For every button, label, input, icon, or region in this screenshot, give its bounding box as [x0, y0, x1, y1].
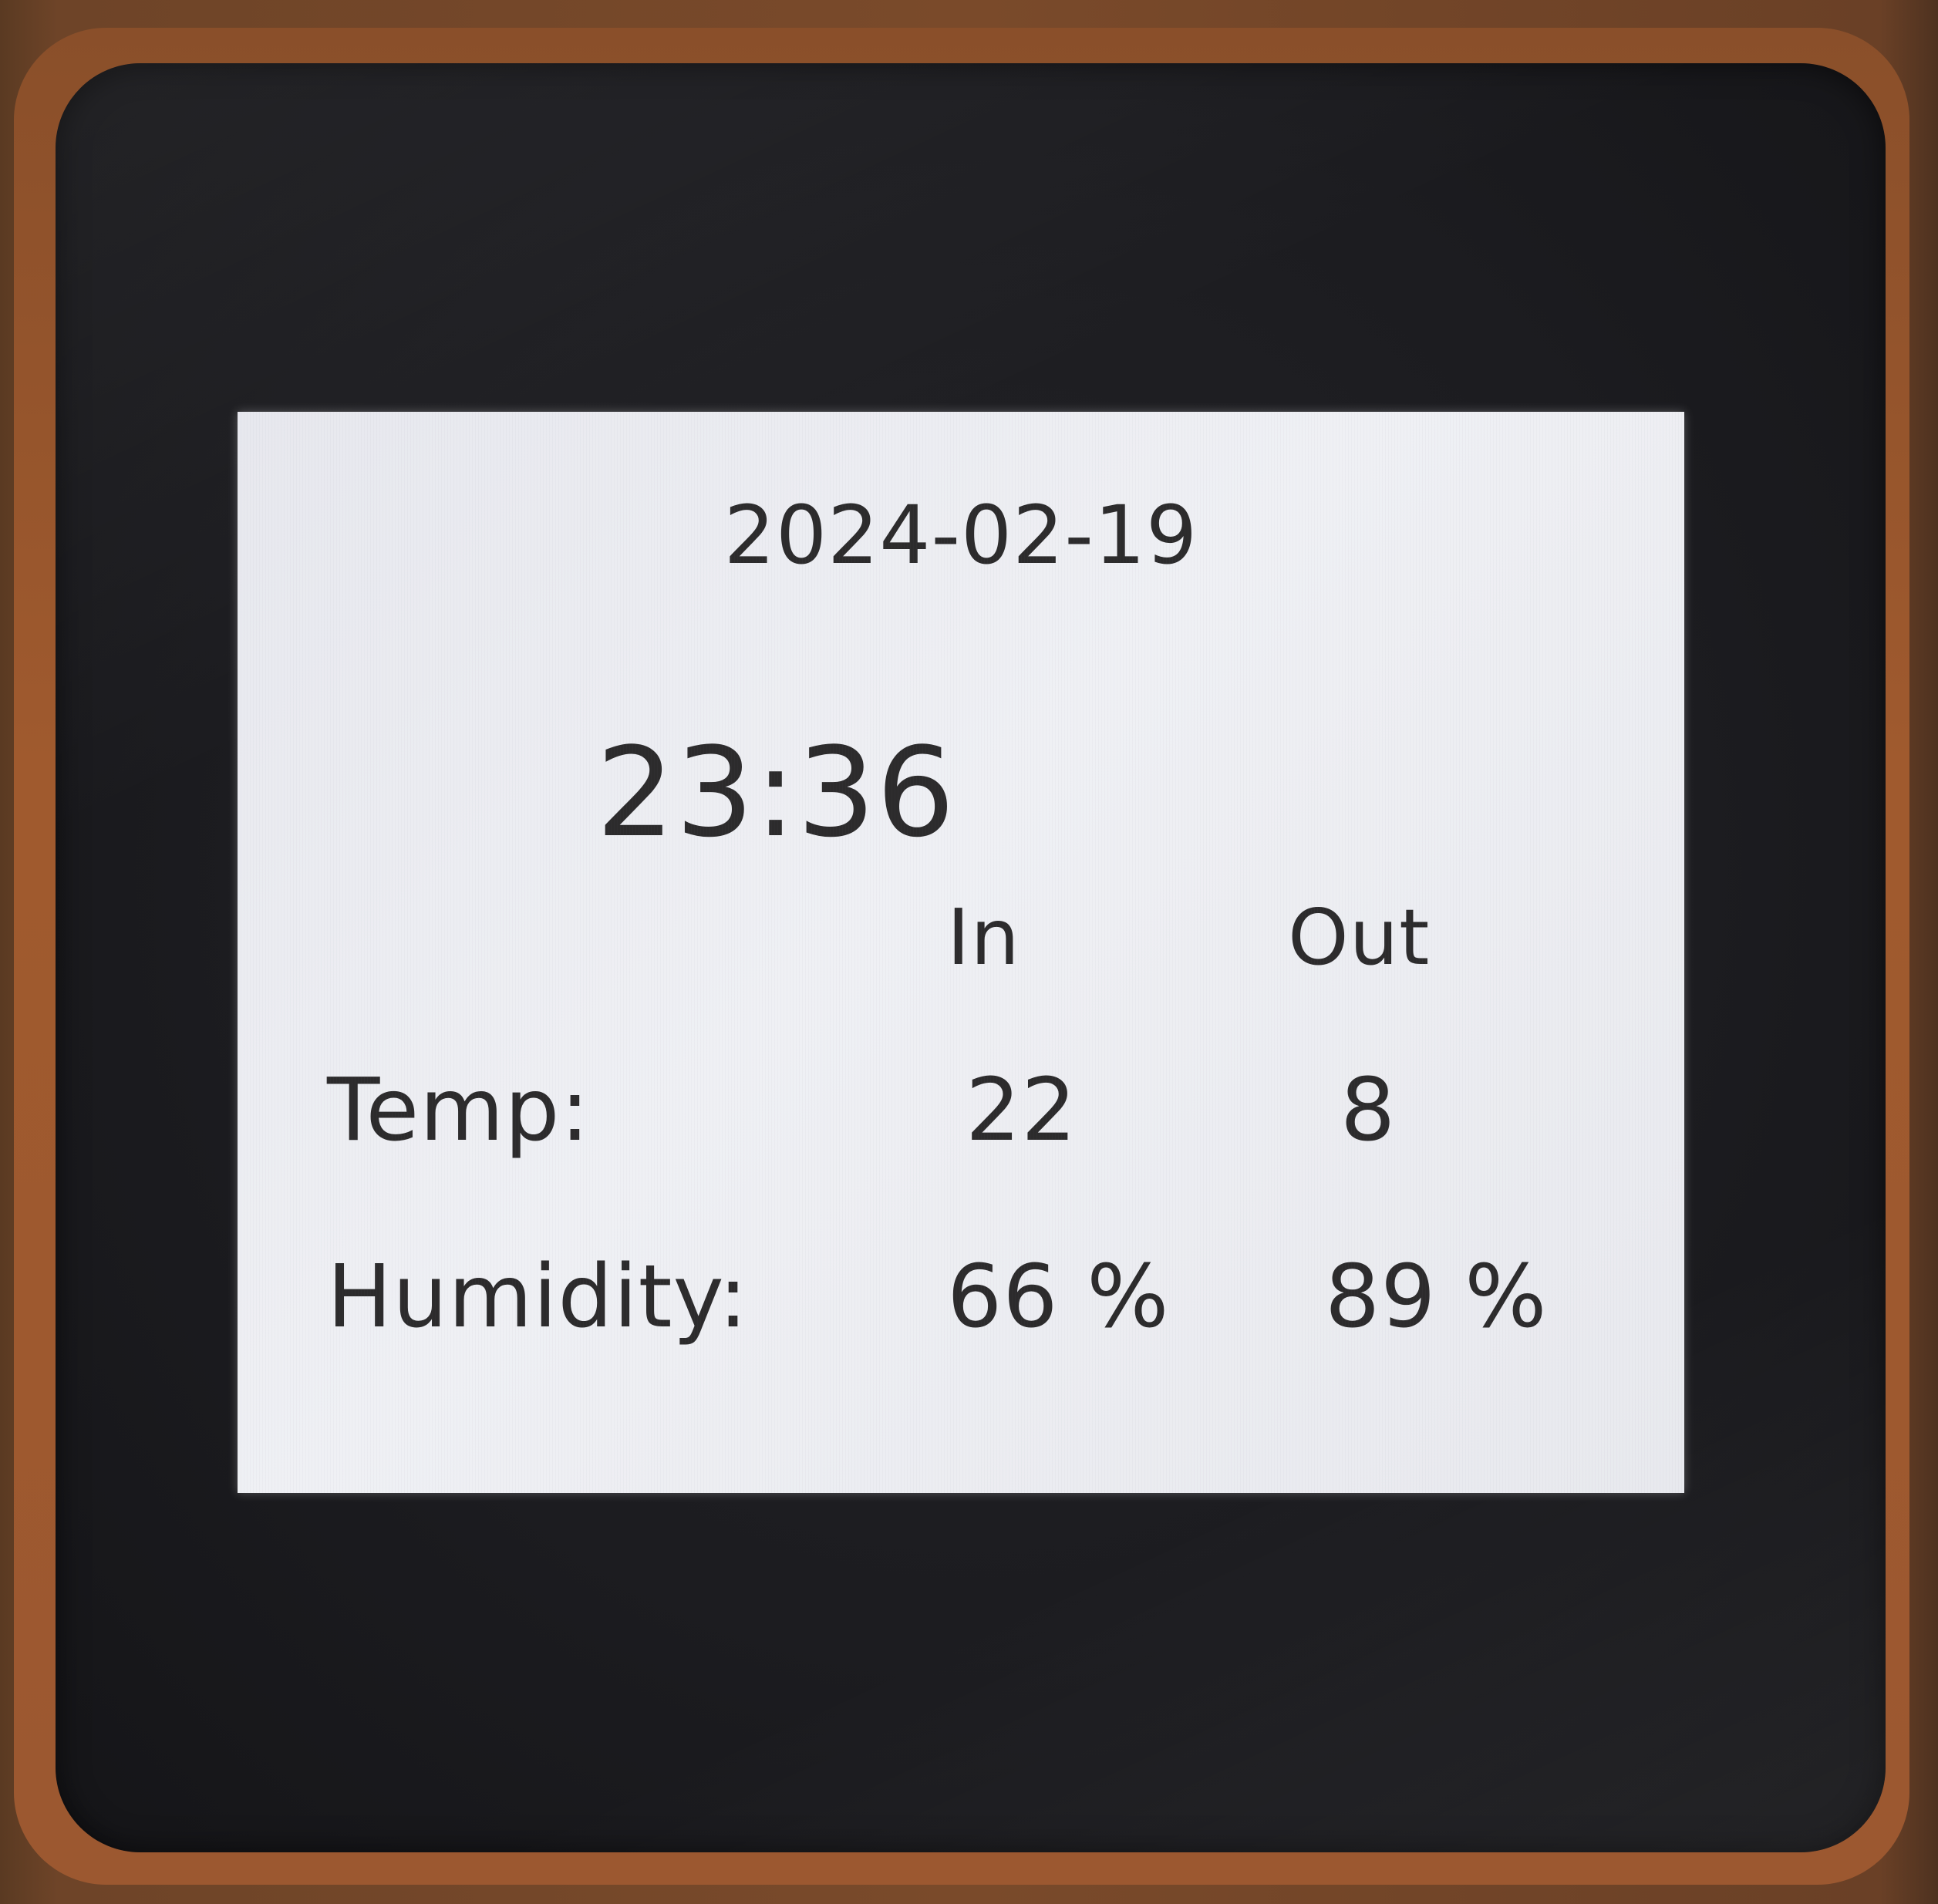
temp-out-value: 8	[1340, 1060, 1397, 1161]
time-display: 23:36	[595, 720, 956, 864]
humidity-label: Humidity:	[327, 1247, 749, 1347]
temp-label: Temp:	[327, 1060, 591, 1161]
humidity-out-value: 89 %	[1325, 1247, 1548, 1347]
date-display: 2024-02-19	[723, 488, 1198, 582]
lcd-screen: 2024-02-19 23:36 In Out Temp: 22 8 Humid…	[238, 412, 1684, 1493]
temp-in-value: 22	[966, 1060, 1077, 1161]
humidity-in-value: 66 %	[947, 1247, 1170, 1347]
column-header-out: Out	[1288, 892, 1431, 982]
column-header-in: In	[947, 892, 1020, 982]
